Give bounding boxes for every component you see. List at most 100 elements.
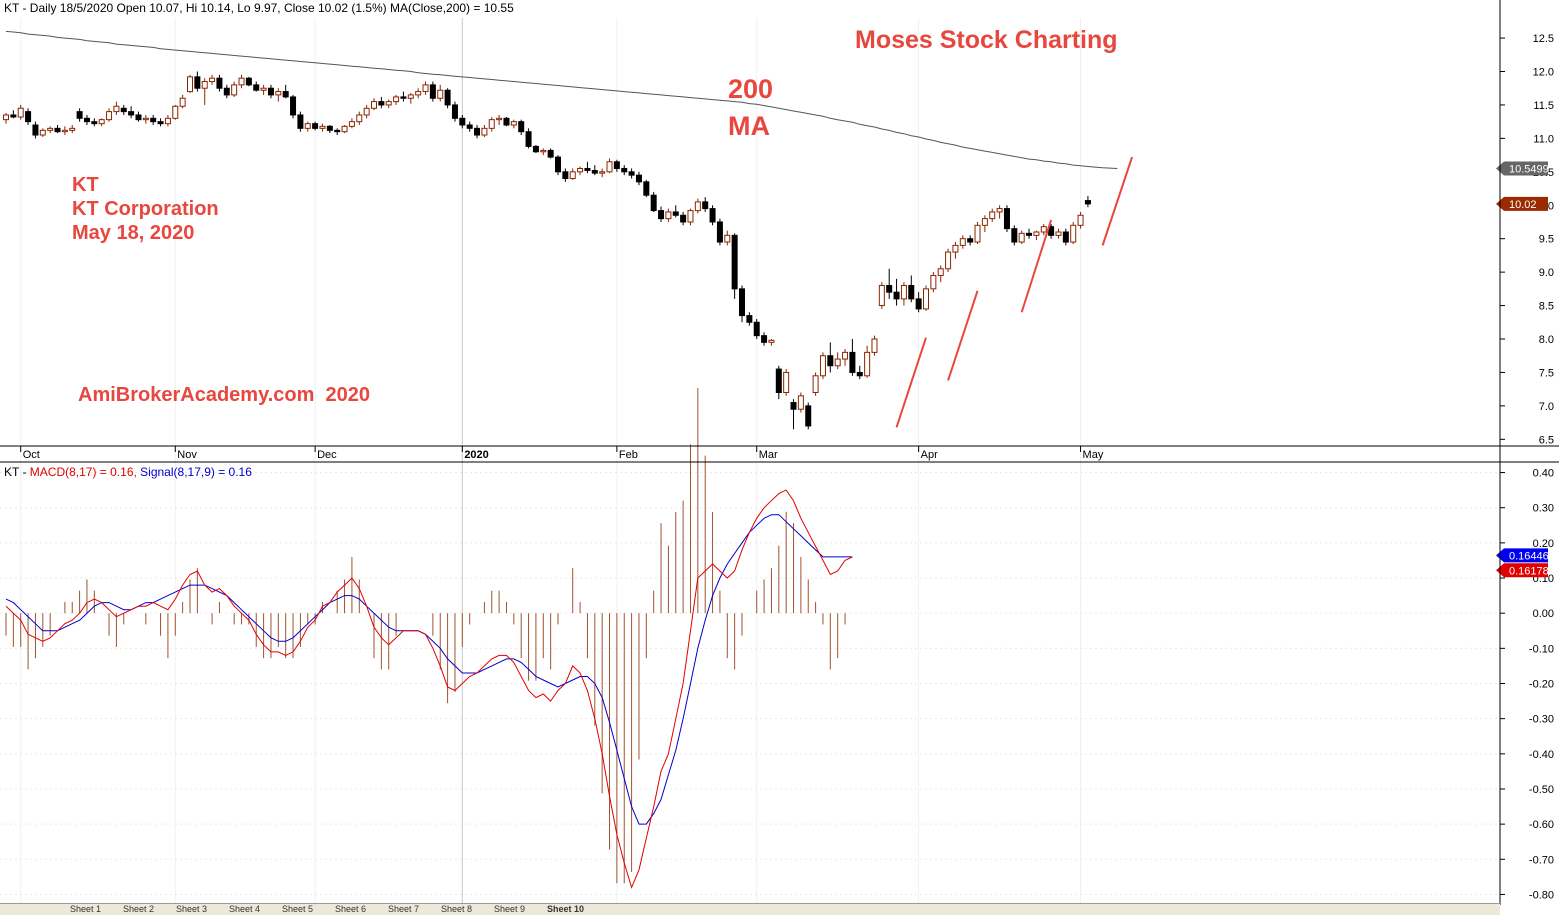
candle-body [606,161,613,173]
candlestick [562,168,569,182]
macd-pane[interactable]: 0.400.300.200.100.00-0.10-0.20-0.30-0.40… [0,388,1555,901]
ma-label-200: 200 [728,74,773,104]
candle-body [422,84,429,93]
candlestick [113,101,120,115]
candle-body [753,321,760,337]
candlestick [282,84,289,99]
macd-tick-label: -0.70 [1529,854,1554,866]
sheet-tab[interactable]: Sheet 1 [70,904,102,914]
candle-body [10,114,17,118]
watermark-title: Moses Stock Charting [855,26,1118,54]
sheet-tab[interactable]: Sheet 4 [229,904,261,914]
candle-body [451,104,458,119]
candlestick [900,282,907,306]
macd-tick-label: 0.40 [1533,468,1554,480]
candle-body [135,114,142,121]
candle-body [481,127,488,136]
candlestick [739,285,745,323]
candle-body [341,125,348,133]
candle-body [510,121,517,126]
candlestick [1084,195,1091,208]
candle-body [150,117,157,123]
sheet-tab[interactable]: Sheet 2 [123,904,155,914]
candle-body [348,121,355,127]
trend-line[interactable] [1101,156,1134,246]
candlestick [326,125,333,134]
macd-value-label: 0.161788 [1509,565,1555,577]
candlestick [532,145,539,154]
price-tick-label: 8.5 [1539,301,1554,313]
candle-body [599,171,606,174]
candlestick [378,96,385,109]
candlestick [783,369,790,396]
candlestick [69,125,76,134]
candlestick [304,121,311,132]
candle-body [783,371,790,393]
trend-line[interactable] [895,337,927,428]
candle-body [245,77,252,86]
trend-line[interactable] [947,290,979,381]
candlestick [1062,228,1069,246]
candlestick [275,88,282,102]
site-label: AmiBrokerAcademy.com 2020 [78,384,370,406]
candle-body [400,96,407,99]
candle-body [849,351,856,373]
candlestick [422,81,429,95]
sheet-tab[interactable]: Sheet 8 [441,904,473,914]
candle-body [842,351,849,360]
candlestick [496,114,503,125]
candle-body [216,77,223,89]
sheet-tab[interactable]: Sheet 10 [547,904,585,914]
candle-body [702,201,709,210]
candlestick [945,248,952,273]
candle-body [371,101,377,109]
candle-body [209,77,216,83]
candlestick [253,81,260,92]
candle-body [231,84,238,96]
macd-tick-label: 0.30 [1533,503,1554,515]
candlestick [47,126,54,134]
candle-body [547,149,554,158]
candlestick [312,121,319,131]
candlestick [1070,221,1077,245]
candle-body [39,129,46,136]
candlestick [731,233,738,299]
candlestick [819,352,826,380]
candle-body [658,210,665,220]
candle-body [83,117,90,123]
candle-body [267,87,274,96]
candle-body [76,111,83,119]
candle-body [724,234,731,243]
macd-tick-label: -0.60 [1529,819,1554,831]
price-tick-label: 9.5 [1539,234,1554,246]
candlestick [974,221,981,245]
trend-line[interactable] [1020,219,1053,313]
candle-body [591,169,598,174]
sheet-tab[interactable]: Sheet 7 [388,904,420,914]
candle-body [17,107,24,118]
candle-body [113,105,120,113]
candle-body [1026,232,1033,236]
candlestick [724,230,731,246]
candle-body [746,315,753,323]
candlestick [444,88,451,109]
candle-body [871,338,878,353]
candlestick [842,349,849,366]
macd-tick-label: -0.80 [1529,889,1554,901]
candle-body [194,76,201,89]
candlestick [179,94,186,109]
candlestick [584,161,591,174]
ma200-value-label: 10.5499 [1509,163,1549,175]
sheet-tab[interactable]: Sheet 9 [494,904,526,914]
candlestick [525,128,532,149]
sheet-tab[interactable]: Sheet 5 [282,904,314,914]
candlestick [459,114,466,129]
ma200-line [5,30,1118,169]
ma200-value-badge [1496,161,1548,176]
sheet-tab[interactable]: Sheet 3 [176,904,208,914]
candlestick [672,205,679,218]
candle-body [834,358,841,367]
sheet-tab[interactable]: Sheet 6 [335,904,367,914]
candlestick [621,165,628,176]
